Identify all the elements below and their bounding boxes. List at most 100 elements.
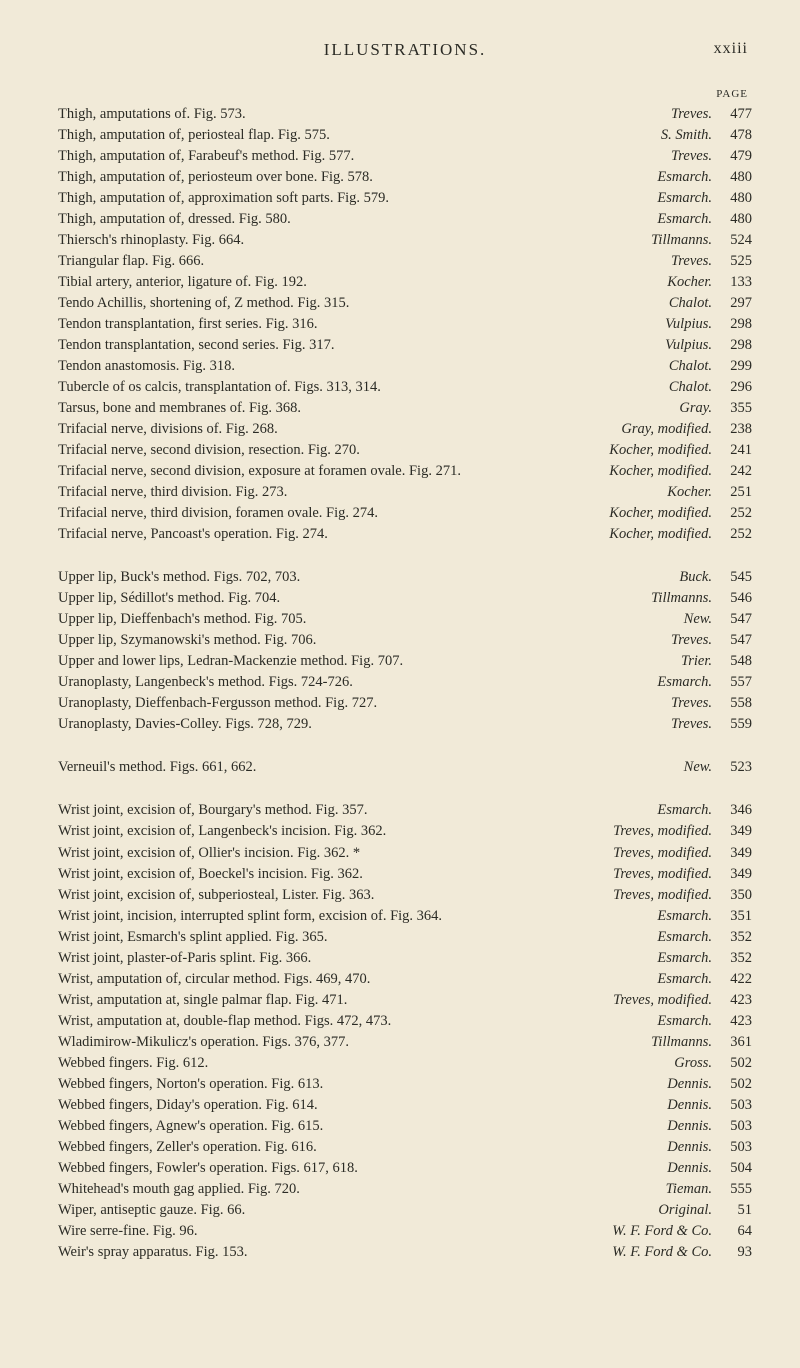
index-entry: Tendo Achillis, shortening of, Z method.… [58,293,752,314]
entry-description: Thigh, amputation of, periosteal flap. F… [58,125,661,146]
index-entry: Webbed fingers, Zeller's operation. Fig.… [58,1137,752,1158]
entry-description: Uranoplasty, Langenbeck's method. Figs. … [58,672,657,693]
entry-page-number: 545 [718,567,752,588]
entry-description: Thigh, amputation of, dressed. Fig. 580. [58,209,657,230]
entry-description: Upper lip, Szymanowski's method. Fig. 70… [58,630,671,651]
entry-page-number: 64 [718,1221,752,1242]
entry-source: New. [684,609,718,630]
index-entry: Trifacial nerve, third division. Fig. 27… [58,482,752,503]
index-entry: Tendon transplantation, second series. F… [58,335,752,356]
entry-description: Wrist joint, plaster-of-Paris splint. Fi… [58,948,657,969]
entry-description: Wiper, antiseptic gauze. Fig. 66. [58,1200,658,1221]
index-entry: Wrist joint, incision, interrupted splin… [58,906,752,927]
index-entry: Wrist, amputation at, double-flap method… [58,1011,752,1032]
entry-source: Buck. [679,567,718,588]
index-entry: Thigh, amputations of. Fig. 573.Treves.4… [58,104,752,125]
entry-source: Vulpius. [665,314,718,335]
entry-page-number: 361 [718,1032,752,1053]
entry-source: Treves. [671,104,718,125]
entry-description: Wrist joint, excision of, Bourgary's met… [58,800,657,821]
entry-description: Trifacial nerve, second division, resect… [58,440,609,461]
entry-page-number: 352 [718,948,752,969]
entry-source: Esmarch. [657,167,718,188]
index-entry: Tibial artery, anterior, ligature of. Fi… [58,272,752,293]
index-entry: Wrist joint, Esmarch's splint applied. F… [58,927,752,948]
entry-description: Thigh, amputation of, Farabeuf's method.… [58,146,671,167]
entry-page-number: 346 [718,800,752,821]
index-entry: Wrist joint, plaster-of-Paris splint. Fi… [58,948,752,969]
index-content: Thigh, amputations of. Fig. 573.Treves.4… [58,104,752,1263]
entry-page-number: 241 [718,440,752,461]
entry-source: Tillmanns. [651,588,718,609]
entry-source: Esmarch. [657,969,718,990]
entry-page-number: 547 [718,630,752,651]
entry-source: Treves, modified. [613,885,718,906]
entry-source: Vulpius. [665,335,718,356]
entry-page-number: 423 [718,1011,752,1032]
page-container: ILLUSTRATIONS. xxiii PAGE Thigh, amputat… [0,0,800,1303]
entry-page-number: 480 [718,167,752,188]
entry-source: Original. [658,1200,718,1221]
entry-source: Chalot. [669,293,718,314]
entry-page-number: 525 [718,251,752,272]
header-title: ILLUSTRATIONS. [62,40,748,60]
entry-page-number: 480 [718,209,752,230]
entry-description: Wrist joint, incision, interrupted splin… [58,906,657,927]
index-entry: Wrist joint, excision of, Bourgary's met… [58,800,752,821]
index-entry: Thigh, amputation of, Farabeuf's method.… [58,146,752,167]
entry-description: Whitehead's mouth gag applied. Fig. 720. [58,1179,666,1200]
entry-description: Webbed fingers, Fowler's operation. Figs… [58,1158,667,1179]
index-entry: Uranoplasty, Langenbeck's method. Figs. … [58,672,752,693]
entry-page-number: 557 [718,672,752,693]
entry-page-number: 349 [718,843,752,864]
index-entry: Trifacial nerve, second division, exposu… [58,461,752,482]
index-entry: Upper and lower lips, Ledran-Mackenzie m… [58,651,752,672]
entry-source: Esmarch. [657,927,718,948]
section-gap [58,778,752,800]
entry-source: Esmarch. [657,672,718,693]
index-entry: Thigh, amputation of, dressed. Fig. 580.… [58,209,752,230]
index-entry: Tubercle of os calcis, transplantation o… [58,377,752,398]
entry-source: Chalot. [669,356,718,377]
entry-source: Treves. [671,714,718,735]
entry-page-number: 349 [718,821,752,842]
entry-description: Trifacial nerve, third division. Fig. 27… [58,482,667,503]
entry-source: Dennis. [667,1116,718,1137]
entry-description: Thigh, amputation of, approximation soft… [58,188,657,209]
entry-description: Wrist, amputation of, circular method. F… [58,969,657,990]
entry-source: Kocher, modified. [609,503,718,524]
entry-source: Tillmanns. [651,230,718,251]
entry-page-number: 252 [718,524,752,545]
entry-source: Esmarch. [657,948,718,969]
entry-description: Webbed fingers. Fig. 612. [58,1053,674,1074]
entry-description: Webbed fingers, Agnew's operation. Fig. … [58,1116,667,1137]
entry-description: Wrist joint, excision of, subperiosteal,… [58,885,613,906]
entry-source: Treves, modified. [613,990,718,1011]
entry-description: Webbed fingers, Zeller's operation. Fig.… [58,1137,667,1158]
entry-page-number: 502 [718,1074,752,1095]
entry-description: Wrist joint, excision of, Boeckel's inci… [58,864,613,885]
index-entry: Webbed fingers, Agnew's operation. Fig. … [58,1116,752,1137]
header-roman-page: xxiii [714,40,748,58]
index-entry: Wrist joint, excision of, subperiosteal,… [58,885,752,906]
index-entry: Whitehead's mouth gag applied. Fig. 720.… [58,1179,752,1200]
entry-description: Uranoplasty, Davies-Colley. Figs. 728, 7… [58,714,671,735]
entry-page-number: 93 [718,1242,752,1263]
entry-page-number: 524 [718,230,752,251]
entry-source: Esmarch. [657,1011,718,1032]
entry-source: Esmarch. [657,906,718,927]
entry-page-number: 133 [718,272,752,293]
entry-description: Upper and lower lips, Ledran-Mackenzie m… [58,651,681,672]
entry-source: S. Smith. [661,125,718,146]
entry-source: Gray, modified. [621,419,718,440]
section-gap [58,545,752,567]
entry-page-number: 51 [718,1200,752,1221]
index-entry: Wrist, amputation at, single palmar flap… [58,990,752,1011]
entry-page-number: 548 [718,651,752,672]
index-entry: Webbed fingers, Fowler's operation. Figs… [58,1158,752,1179]
entry-source: W. F. Ford & Co. [612,1221,718,1242]
entry-source: Treves, modified. [613,843,718,864]
entry-source: Treves. [671,251,718,272]
index-entry: Upper lip, Szymanowski's method. Fig. 70… [58,630,752,651]
index-entry: Thigh, amputation of, periosteal flap. F… [58,125,752,146]
